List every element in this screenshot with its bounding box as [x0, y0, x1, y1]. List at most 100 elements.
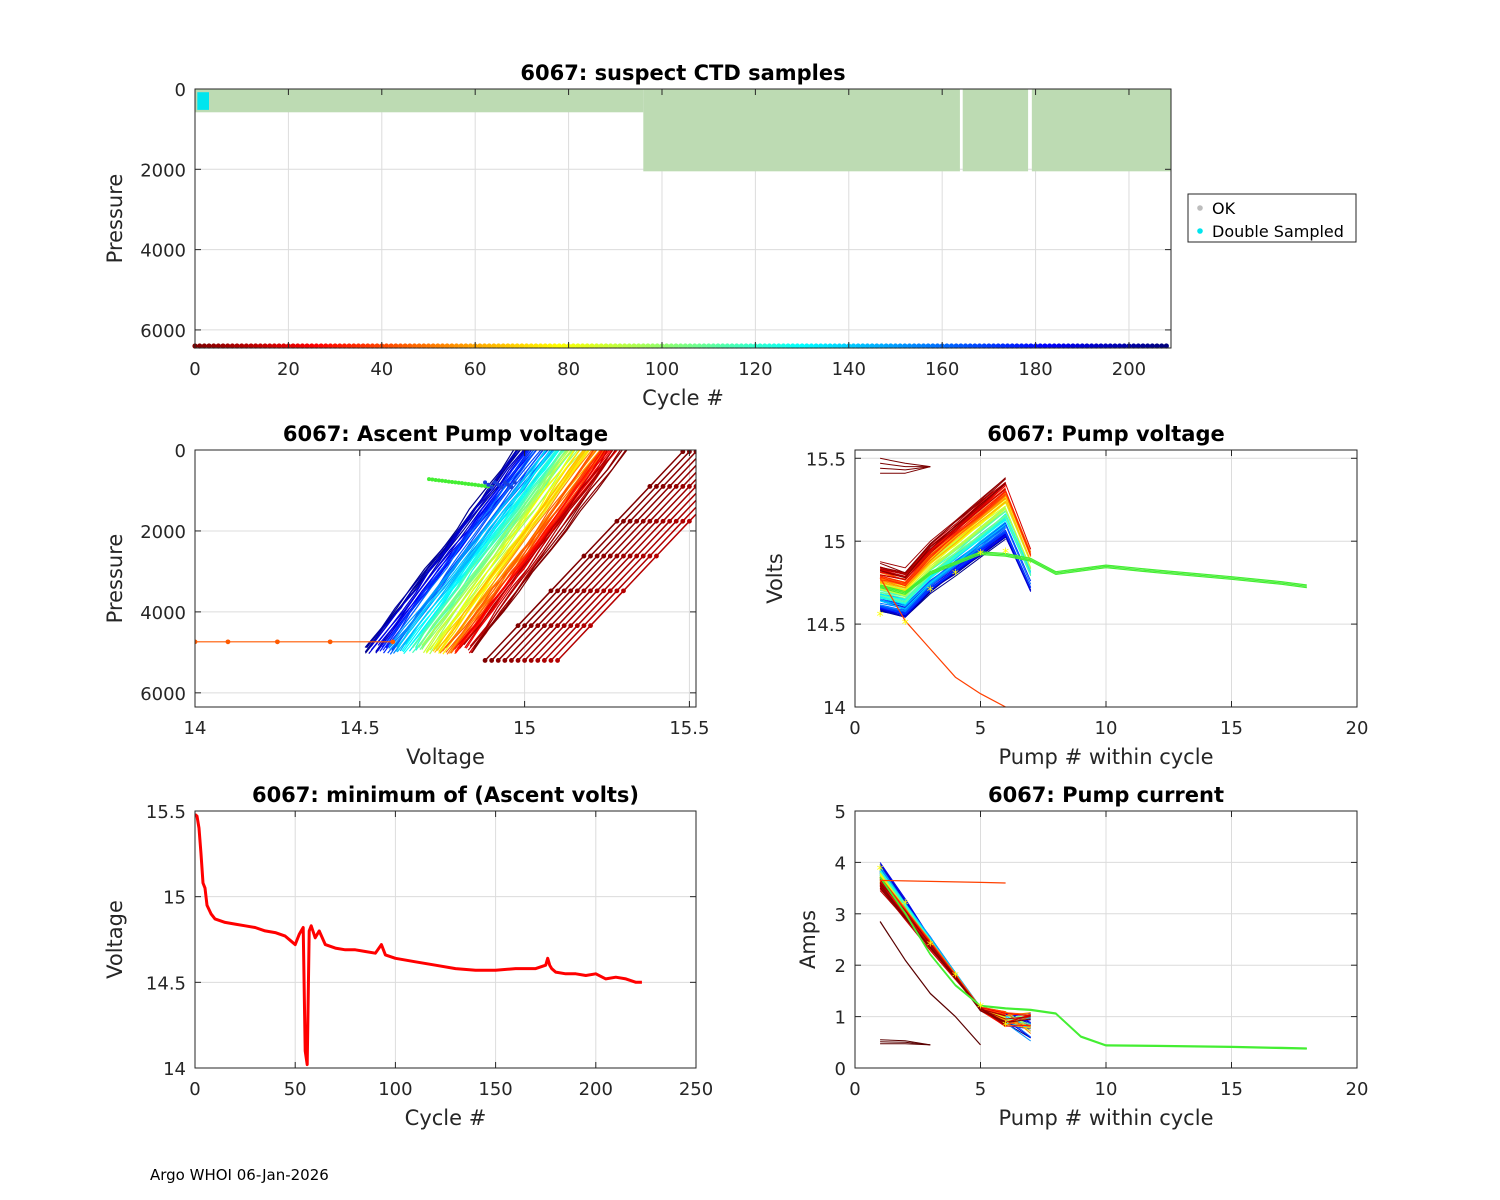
- tick-label-x: 15: [513, 718, 536, 739]
- cycle-dot: [365, 343, 371, 349]
- ascent-point: [440, 478, 445, 483]
- cycle-dot: [715, 343, 721, 349]
- cycle-dot: [1004, 343, 1011, 349]
- cycle-dot: [1112, 343, 1118, 349]
- tick-label-x: 14: [184, 718, 207, 739]
- ascent-point: [568, 623, 574, 629]
- cycle-dot: [519, 343, 525, 349]
- tick-label-x: 5: [975, 718, 986, 739]
- ascent-point: [473, 482, 478, 487]
- pump-voltage-line: [880, 462, 931, 468]
- ascent-point: [502, 480, 507, 485]
- cycle-dot: [388, 343, 394, 349]
- ascent-point: [522, 623, 528, 629]
- cycle-dot: [948, 343, 955, 349]
- tick-label-x: 250: [679, 1079, 713, 1100]
- ascent-point: [601, 588, 607, 594]
- cycle-dot: [281, 343, 287, 349]
- ascent-profile-line: [458, 450, 614, 646]
- pump-voltage-line: [880, 488, 1006, 581]
- tick-label-y: 2000: [140, 160, 186, 181]
- pump-voltage-line: [880, 457, 931, 468]
- cycle-dot: [594, 343, 600, 349]
- chart-ascent: 14 14.5 15 15.5 0 2000 4000 6000 6067: Ascent Pu…: [103, 422, 712, 769]
- cycle-dot: [211, 343, 217, 349]
- ascent-profile-line: [423, 450, 575, 654]
- ascent-point: [581, 553, 587, 559]
- pump-current-line: [879, 887, 1031, 1024]
- cycle-dot: [869, 343, 875, 349]
- tick-label-y: 14.5: [806, 615, 846, 636]
- ascent-point: [495, 658, 501, 663]
- ascent-point: [707, 449, 712, 454]
- cycle-dot: [463, 343, 469, 349]
- cycle-dot: [491, 343, 497, 349]
- cycle-dot: [874, 343, 880, 349]
- ascent-point: [463, 481, 468, 486]
- cycle-dot: [351, 343, 357, 349]
- tick-label-y: 6000: [140, 321, 186, 342]
- cycle-dot: [748, 343, 754, 349]
- ascent-point: [621, 518, 626, 524]
- pump-current-line: [880, 1043, 931, 1046]
- ascent-point: [614, 553, 620, 559]
- ascent-point: [693, 450, 696, 455]
- cycle-dot: [972, 343, 978, 349]
- cycle-dot: [253, 343, 259, 349]
- ascent-profile-line: [438, 450, 581, 652]
- ascent-point: [594, 588, 600, 594]
- cycle-dot: [346, 343, 352, 349]
- cycle-dot: [402, 343, 408, 349]
- ascent-point: [574, 623, 580, 629]
- ascent-point: [509, 658, 514, 663]
- ascent-point: [466, 481, 471, 486]
- cycle-dot: [220, 343, 226, 349]
- cycle-dot: [808, 343, 815, 349]
- cycle-dot: [855, 343, 861, 349]
- cycle-dot: [818, 343, 824, 349]
- data-layer: * * * * * *: [877, 862, 1307, 1050]
- cycle-dot: [1028, 343, 1034, 349]
- ascent-profile-line: [434, 450, 584, 653]
- tick-label-x: 20: [277, 359, 300, 380]
- ascent-point: [673, 518, 679, 524]
- tick-label-x: 0: [189, 359, 200, 380]
- outlier-point: [225, 639, 231, 645]
- tick-label-y: 0: [835, 1059, 846, 1080]
- tick-label-x: 15: [1220, 1079, 1243, 1100]
- ascent-point: [512, 480, 517, 485]
- cycle-dot: [225, 343, 231, 349]
- ascent-point: [680, 484, 686, 489]
- pump-voltage-line: [879, 523, 1006, 610]
- ascent-point: [581, 588, 587, 594]
- tick-label-y: 15.5: [146, 802, 186, 823]
- cycle-dot: [411, 343, 418, 349]
- cycle-dot: [958, 343, 964, 349]
- ascent-point: [496, 482, 501, 487]
- pump-voltage-line: [879, 511, 1006, 598]
- cycle-dot: [337, 343, 343, 349]
- ascent-profile-line: [388, 450, 535, 647]
- tick-label-y: 14: [823, 698, 846, 719]
- cycle-dot: [1070, 343, 1076, 349]
- cycle-dot: [1051, 343, 1057, 349]
- cycle-dot: [911, 343, 917, 349]
- cycle-dot: [1084, 343, 1090, 349]
- ascent-profile-line: [401, 450, 560, 652]
- cycle-dot: [355, 343, 362, 349]
- ascent-point: [492, 480, 497, 485]
- cycle-dot: [1060, 343, 1067, 349]
- cycle-dot: [664, 343, 670, 349]
- x-axis-label: Pump # within cycle: [999, 745, 1214, 769]
- ascent-point: [427, 477, 432, 482]
- cycle-dot: [1159, 343, 1165, 349]
- ascent-point: [502, 658, 508, 663]
- chart-pumpv: * * * * * * 0 5 10 15 20 14 14.5 15 15.5 6067: Pump vol…: [763, 422, 1368, 769]
- cycle-dot: [248, 343, 254, 349]
- ascent-point: [561, 588, 567, 594]
- green-cluster: [427, 477, 517, 490]
- ascent-point: [489, 485, 494, 490]
- tick-label-x: 160: [925, 359, 959, 380]
- cycle-dot: [570, 343, 576, 349]
- cycle-dot: [1089, 343, 1095, 349]
